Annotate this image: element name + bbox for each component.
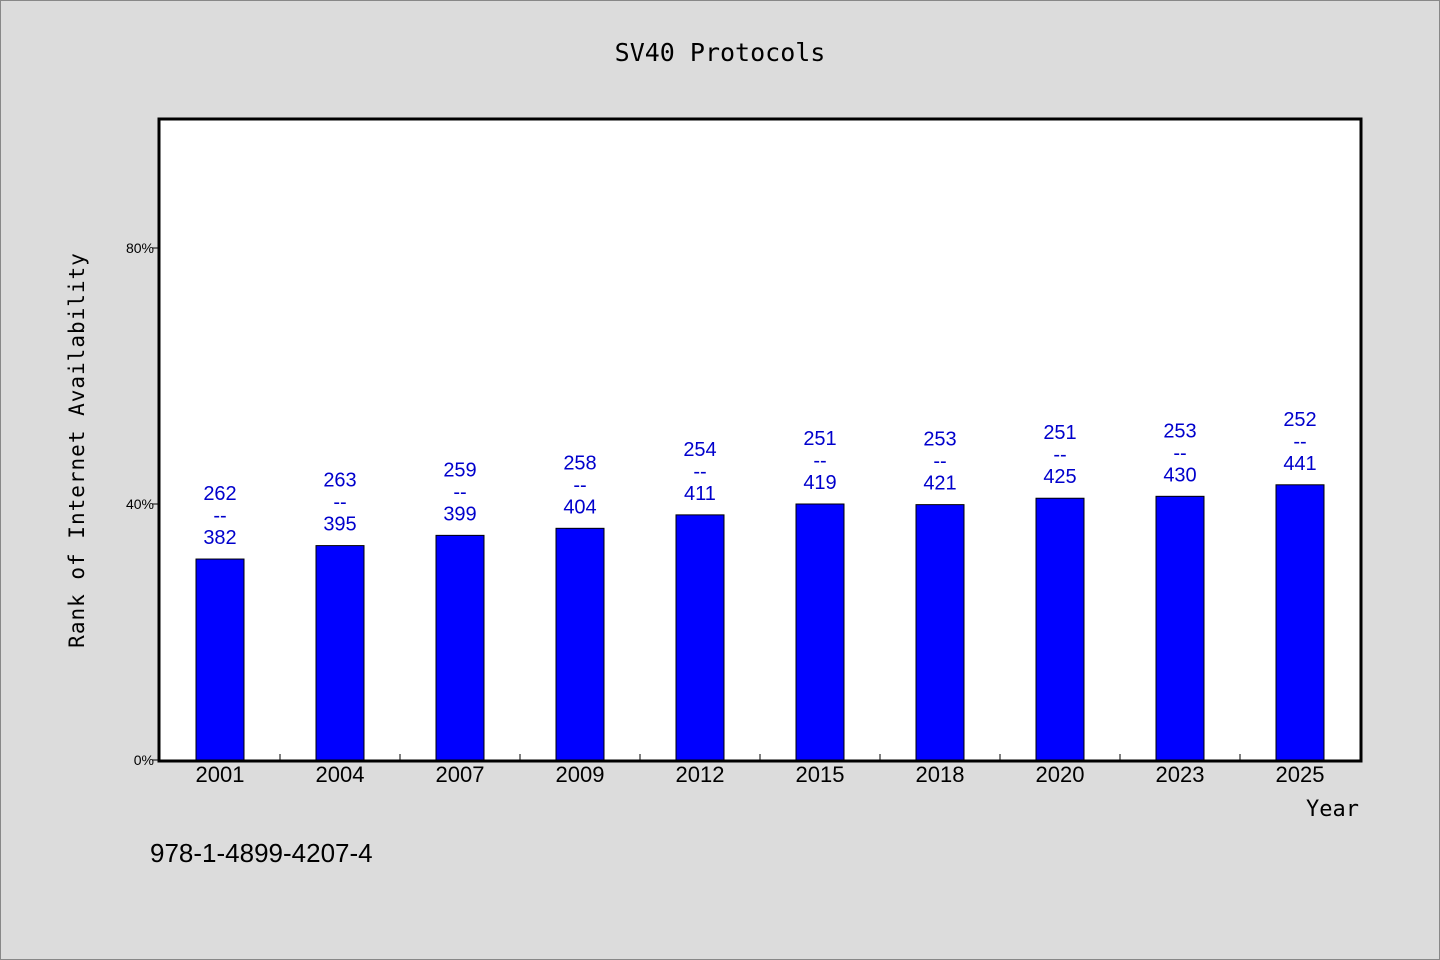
y-axis-label: Rank of Internet Availability — [65, 252, 89, 648]
x-tick-label: 2015 — [796, 762, 845, 787]
footer-isbn: 978-1-4899-4207-4 — [150, 838, 373, 868]
x-tick-label: 2020 — [1036, 762, 1085, 787]
data-label-top: 253 — [1163, 420, 1196, 442]
x-tick-label: 2023 — [1156, 762, 1205, 787]
data-label-top: 258 — [563, 452, 596, 474]
data-label-separator: -- — [1293, 431, 1306, 453]
bar-2009 — [555, 527, 605, 761]
data-label-separator: -- — [213, 505, 226, 527]
data-label-top: 254 — [683, 439, 716, 461]
bar-2018 — [915, 504, 965, 761]
data-label-bottom: 404 — [563, 496, 596, 518]
data-label-separator: -- — [813, 450, 826, 472]
data-label-bottom: 425 — [1043, 466, 1076, 488]
data-label-separator: -- — [333, 492, 346, 514]
x-axis-label: Year — [1306, 797, 1359, 822]
data-label-bottom: 382 — [203, 527, 236, 549]
bar-2001 — [195, 558, 245, 761]
data-label-bottom: 395 — [323, 514, 356, 536]
x-tick-label: 2001 — [196, 762, 245, 787]
data-label-separator: -- — [933, 451, 946, 473]
x-tick-label: 2018 — [916, 762, 965, 787]
data-label-separator: -- — [453, 481, 466, 503]
x-tick-label: 2012 — [676, 762, 725, 787]
bar-2007 — [435, 534, 485, 761]
data-label-top: 259 — [443, 459, 476, 481]
bar-2015 — [795, 503, 845, 761]
bar-2012 — [675, 514, 725, 761]
data-label-separator: -- — [693, 461, 706, 483]
data-label-separator: -- — [1173, 442, 1186, 464]
data-label-bottom: 411 — [684, 483, 716, 505]
data-label-bottom: 419 — [803, 472, 836, 494]
bar-2023 — [1155, 495, 1205, 761]
y-tick-label: 80% — [126, 240, 154, 256]
data-label-top: 253 — [923, 429, 956, 451]
chart-title: SV40 Protocols — [615, 38, 826, 67]
data-label-top: 251 — [803, 428, 836, 450]
data-label-bottom: 399 — [443, 503, 476, 525]
bar-2020 — [1035, 497, 1085, 761]
data-label-top: 252 — [1283, 409, 1316, 431]
y-tick-label: 0% — [134, 752, 154, 768]
data-label-separator: -- — [1053, 444, 1066, 466]
x-tick-label: 2009 — [556, 762, 605, 787]
bar-2004 — [315, 545, 365, 761]
data-label-top: 262 — [203, 483, 236, 505]
data-label-bottom: 441 — [1283, 453, 1316, 475]
data-label-top: 251 — [1043, 422, 1076, 444]
data-label-bottom: 430 — [1163, 464, 1196, 486]
x-tick-label: 2025 — [1276, 762, 1325, 787]
data-label-separator: -- — [573, 474, 586, 496]
y-tick-label: 40% — [126, 496, 154, 512]
x-tick-label: 2007 — [436, 762, 485, 787]
bar-2025 — [1275, 484, 1325, 761]
data-label-bottom: 421 — [923, 473, 956, 495]
x-tick-label: 2004 — [316, 762, 365, 787]
plot-border — [157, 117, 1363, 763]
data-label-top: 263 — [323, 470, 356, 492]
